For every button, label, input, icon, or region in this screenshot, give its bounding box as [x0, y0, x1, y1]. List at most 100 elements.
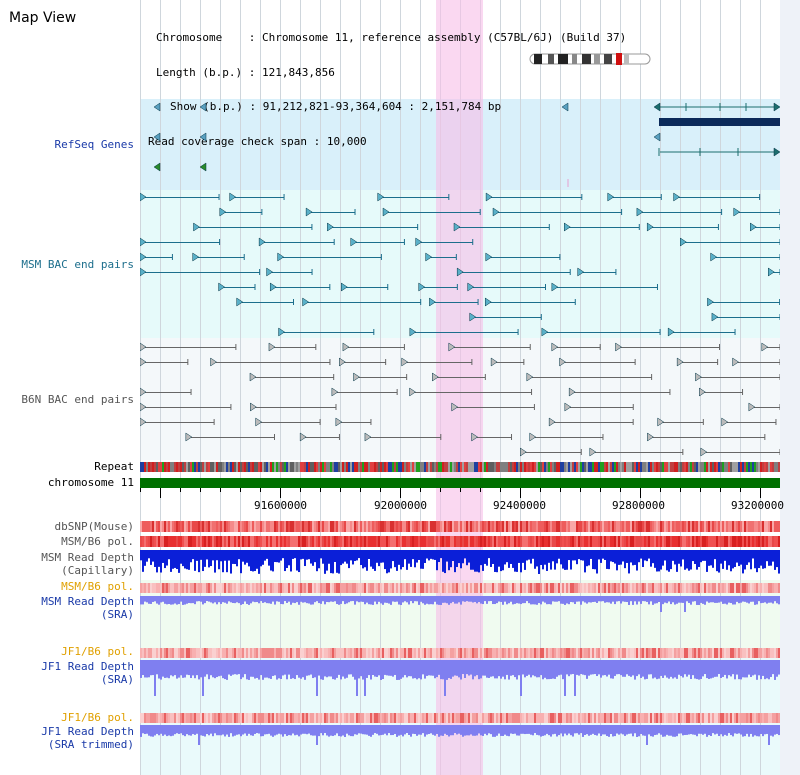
depth-bar [290, 596, 292, 605]
label-refseq-genes[interactable]: RefSeq Genes [54, 138, 134, 151]
heat-cell [662, 521, 664, 532]
heat-cell [644, 583, 646, 593]
depth-bar [648, 725, 650, 735]
heat-cell [702, 713, 704, 723]
label-msm-depth-cap[interactable]: MSM Read Depth [41, 551, 134, 564]
heat-cell [734, 713, 736, 723]
heat-cell [360, 713, 362, 723]
dbsnp-heat-track[interactable] [140, 521, 780, 532]
chromosome-bar[interactable] [140, 478, 780, 488]
depth-bar [594, 596, 596, 602]
heat-cell [734, 648, 736, 658]
depth-bar [296, 596, 298, 603]
label-msm-b6-pol[interactable]: MSM/B6 pol. [61, 535, 134, 548]
heat-cell [288, 521, 290, 532]
depth-bar [724, 596, 726, 604]
depth-bar [194, 596, 196, 605]
heat-cell [334, 648, 336, 658]
heat-cell [366, 583, 368, 593]
depth-bar [680, 550, 682, 567]
repeat-track[interactable] [140, 462, 780, 472]
heat-cell [604, 583, 606, 593]
heat-cell [292, 583, 294, 593]
msm-depth-sra-track[interactable] [140, 596, 780, 612]
repeat-block [726, 462, 728, 472]
b6n-bac-track[interactable] [140, 338, 780, 460]
depth-bar [326, 550, 328, 571]
depth-bar [742, 660, 744, 678]
heat-cell [250, 648, 252, 658]
depth-bar [188, 550, 190, 570]
heat-cell [730, 521, 732, 532]
repeat-block [150, 462, 152, 472]
jf1-b6-pol-heat-track[interactable] [140, 648, 780, 658]
bac-end [192, 252, 200, 262]
heat-cell [626, 648, 628, 658]
depth-bar [554, 660, 556, 679]
heat-cell [580, 521, 582, 532]
heat-cell [274, 648, 276, 658]
depth-bar [154, 596, 156, 602]
heat-cell [224, 536, 226, 547]
depth-bar [734, 550, 736, 567]
heat-cell [704, 648, 706, 658]
label-jf1-b6-pol[interactable]: JF1/B6 pol. [61, 645, 134, 658]
label-dbsnp[interactable]: dbSNP(Mouse) [54, 520, 134, 533]
depth-bar [440, 660, 442, 680]
msm-b6-pol-heat-track[interactable] [140, 536, 780, 547]
msm-depth-capillary-track[interactable] [140, 550, 780, 580]
label-msm-b6-pol-2[interactable]: MSM/B6 pol. [61, 580, 134, 593]
label-msm-depth-sra[interactable]: MSM Read Depth [41, 595, 134, 608]
depth-bar [182, 596, 184, 605]
depth-bar [550, 660, 552, 679]
label-jf1-depth-sra[interactable]: JF1 Read Depth [41, 660, 134, 673]
heat-cell [630, 583, 632, 593]
heat-cell [162, 713, 164, 723]
heat-cell [510, 713, 512, 723]
depth-bar [480, 660, 482, 679]
bac-end [577, 267, 585, 277]
heat-cell [208, 583, 210, 593]
msm-b6-pol-sra-heat-track[interactable] [140, 583, 780, 593]
depth-bar [314, 660, 316, 678]
label-msm-bac[interactable]: MSM BAC end pairs [21, 258, 134, 271]
msm-bac-track[interactable] [140, 190, 780, 338]
depth-bar [396, 596, 398, 602]
heat-cell [770, 521, 772, 532]
heat-cell [424, 713, 426, 723]
depth-bar [236, 596, 238, 603]
label-jf1-depth-trim[interactable]: JF1 Read Depth [41, 725, 134, 738]
depth-bar [676, 596, 678, 604]
depth-bar [746, 596, 748, 603]
chromosome-ideogram[interactable] [528, 52, 654, 66]
heat-cell [356, 536, 358, 547]
heat-cell [610, 648, 612, 658]
heat-cell [304, 648, 306, 658]
repeat-block [396, 462, 398, 472]
depth-bar [486, 596, 488, 604]
heat-cell [218, 536, 220, 547]
position-axis [140, 488, 761, 498]
heat-cell [366, 648, 368, 658]
repeat-block [510, 462, 512, 472]
heat-cell [758, 583, 760, 593]
heat-cell [370, 536, 372, 547]
depth-bar [214, 550, 216, 573]
depth-bar [210, 660, 212, 676]
depth-bar [180, 596, 182, 602]
heat-cell [390, 583, 392, 593]
jf1-b6-pol-trimmed-heat-track[interactable] [140, 713, 780, 723]
jf1-depth-trimmed-track[interactable] [140, 725, 780, 745]
depth-bar [508, 596, 510, 604]
depth-bar [348, 725, 350, 736]
depth-bar [340, 596, 342, 604]
depth-bar [408, 550, 410, 564]
highlight-region[interactable] [436, 0, 483, 775]
depth-bar [552, 660, 554, 679]
heat-cell [422, 648, 424, 658]
label-jf1-b6-pol-2[interactable]: JF1/B6 pol. [61, 711, 134, 724]
label-b6n-bac[interactable]: B6N BAC end pairs [21, 393, 134, 406]
jf1-depth-sra-track[interactable] [140, 660, 780, 696]
heat-cell [634, 583, 636, 593]
refseq-genes-track[interactable] [140, 99, 780, 190]
